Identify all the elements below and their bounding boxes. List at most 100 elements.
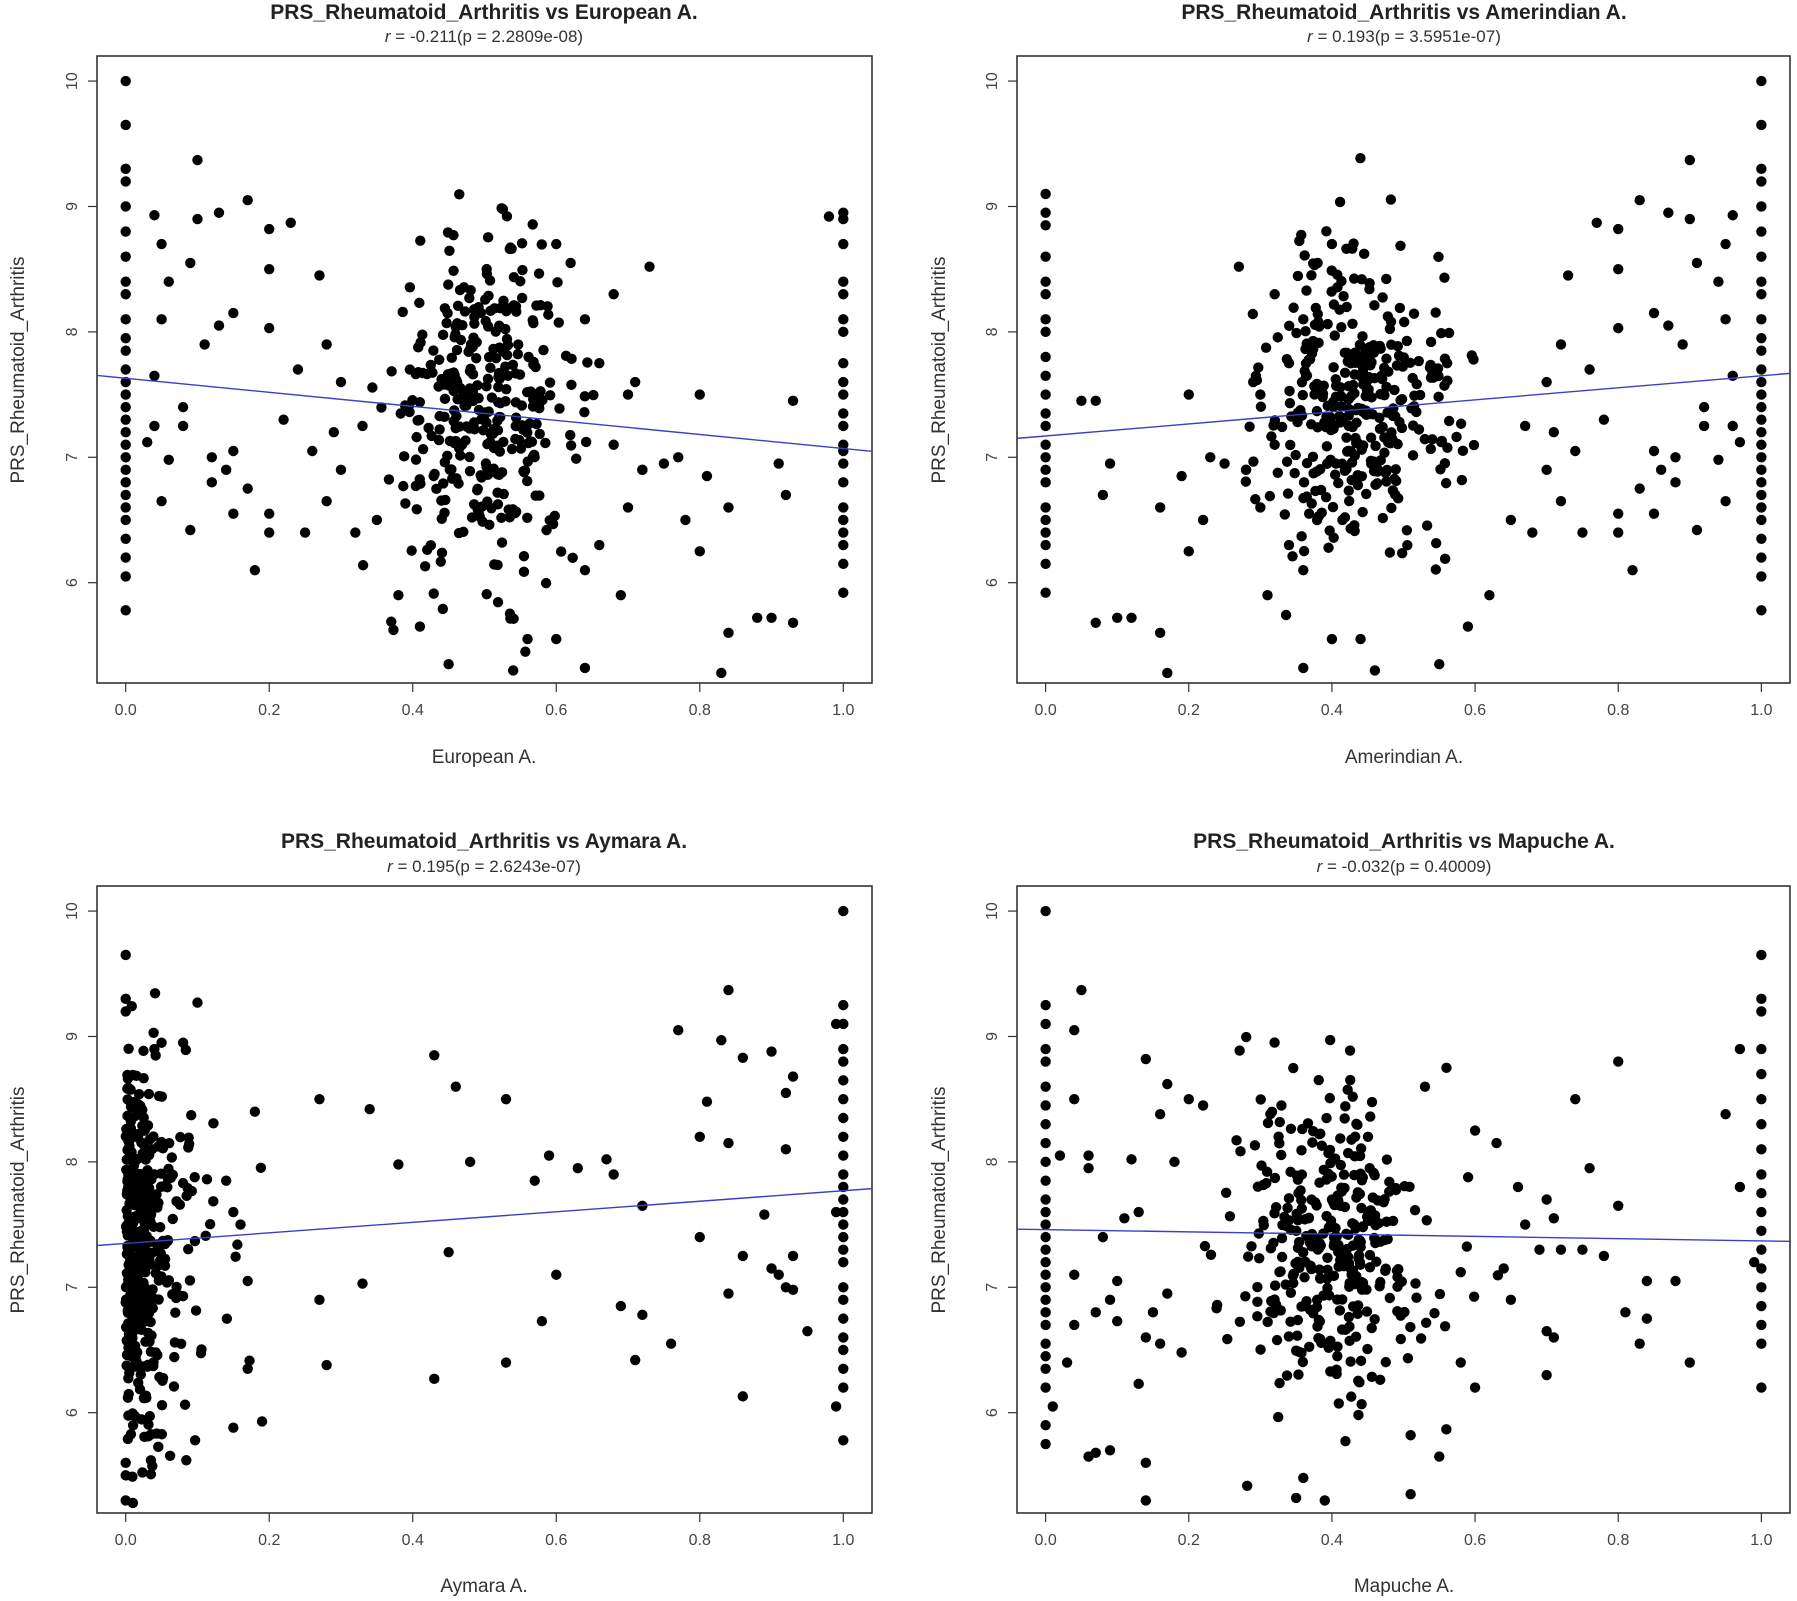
data-point [1541, 1325, 1552, 1337]
data-point [1276, 1233, 1288, 1244]
data-point [1304, 1341, 1315, 1352]
data-point [1326, 238, 1338, 250]
data-point [471, 352, 482, 364]
data-point [1266, 1106, 1278, 1117]
data-point [1492, 1270, 1504, 1281]
data-point [838, 1435, 849, 1446]
y-tick-label: 9 [984, 1032, 1001, 1041]
data-point [1364, 1162, 1375, 1174]
data-point [536, 239, 547, 250]
data-point [1548, 427, 1560, 438]
data-point [673, 452, 684, 463]
data-point [1584, 364, 1595, 375]
data-point [413, 367, 424, 378]
data-point [1235, 1146, 1246, 1157]
data-point [138, 1208, 149, 1219]
data-point [1402, 1353, 1414, 1364]
data-point [440, 494, 451, 506]
data-point [1322, 1282, 1333, 1294]
data-point [120, 401, 131, 413]
x-tick-label: 0.2 [258, 1532, 280, 1549]
data-point [1183, 546, 1194, 557]
data-point [452, 300, 464, 311]
data-point [1377, 292, 1388, 303]
data-point [125, 1191, 136, 1202]
data-point [120, 427, 131, 438]
data-point [454, 421, 465, 432]
data-point [120, 226, 131, 237]
data-point [1756, 251, 1767, 262]
data-point [249, 1106, 261, 1117]
data-point [1358, 248, 1370, 260]
data-point [1562, 270, 1574, 281]
data-point [1311, 378, 1323, 390]
data-point [1756, 332, 1767, 344]
data-point [1240, 464, 1252, 476]
data-point [429, 1050, 440, 1061]
data-point [1613, 508, 1624, 519]
data-point [547, 518, 559, 530]
data-point [120, 176, 131, 187]
data-point [1634, 483, 1645, 494]
data-point [200, 1230, 211, 1241]
data-point [1321, 1273, 1333, 1284]
data-point [1498, 1263, 1509, 1274]
data-point [1756, 414, 1767, 425]
data-point [1040, 1338, 1051, 1349]
data-point [132, 1229, 143, 1240]
data-point [184, 1275, 196, 1286]
data-point [1119, 1213, 1130, 1224]
data-point [242, 1363, 253, 1374]
data-point [1420, 1317, 1432, 1329]
data-point [125, 1123, 137, 1134]
data-point [516, 292, 528, 304]
data-point [787, 1250, 799, 1262]
data-point [1270, 1202, 1282, 1213]
data-point [1436, 328, 1447, 339]
data-point [1356, 1202, 1367, 1214]
data-point [780, 1087, 792, 1099]
data-point [163, 276, 174, 287]
data-point [1349, 369, 1360, 380]
data-point [1282, 1202, 1293, 1214]
data-point [1285, 1287, 1297, 1298]
data-point [1242, 1251, 1254, 1262]
data-point [838, 539, 849, 551]
data-point [130, 1102, 141, 1114]
data-point [1076, 395, 1087, 407]
data-point [1183, 389, 1194, 400]
data-point [838, 1194, 849, 1205]
data-point [1698, 401, 1710, 413]
data-point [148, 1357, 159, 1368]
data-point [1104, 1445, 1116, 1456]
data-point [501, 305, 512, 317]
data-point [1407, 450, 1419, 461]
x-tick-label: 0.2 [1178, 1532, 1200, 1549]
data-point [228, 307, 239, 319]
data-point [1355, 153, 1366, 164]
data-point [1379, 390, 1390, 401]
data-point [1356, 274, 1367, 285]
data-point [1411, 379, 1422, 390]
data-point [393, 1159, 404, 1170]
data-point [453, 527, 465, 539]
data-point [454, 284, 466, 296]
data-point [510, 301, 522, 312]
data-point [264, 508, 275, 519]
data-point [485, 428, 497, 440]
data-point [135, 1168, 146, 1180]
data-point [1329, 469, 1341, 480]
data-point [1040, 1269, 1051, 1280]
data-point [629, 1354, 641, 1366]
data-point [423, 422, 434, 434]
data-point [1040, 587, 1051, 598]
data-point [1347, 318, 1358, 329]
data-point [1307, 1137, 1318, 1148]
data-point [694, 546, 705, 557]
data-point [192, 154, 203, 166]
data-point [1288, 1277, 1299, 1289]
data-point [1613, 223, 1624, 235]
data-point [328, 427, 340, 438]
data-point [1328, 423, 1339, 434]
data-point [1040, 276, 1051, 287]
